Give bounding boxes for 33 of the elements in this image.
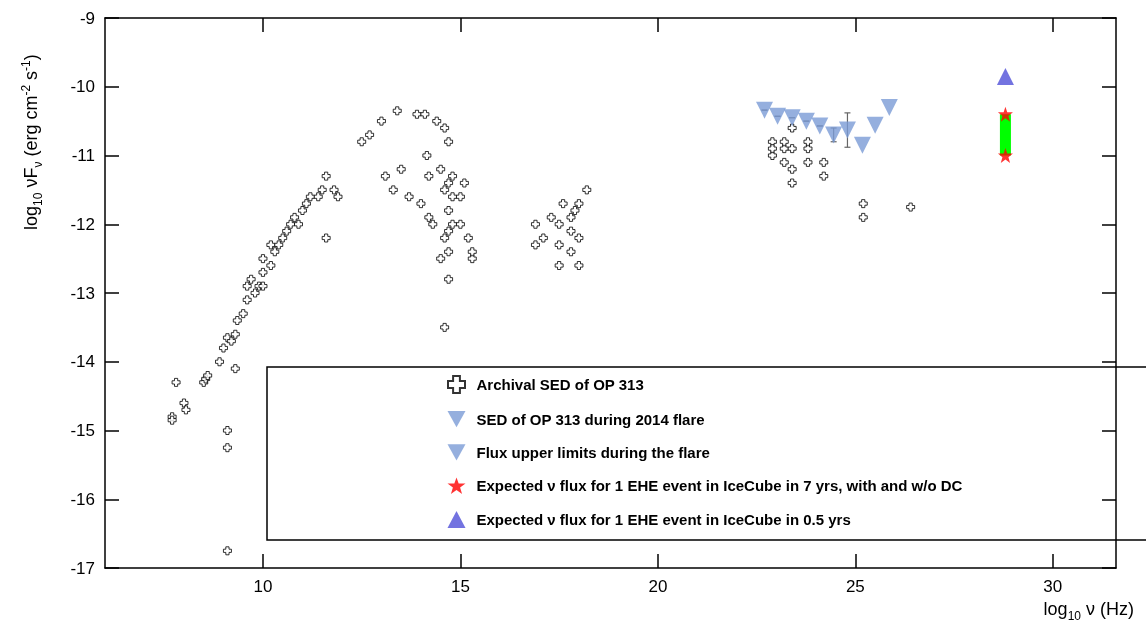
point (769, 107, 787, 125)
point (783, 109, 801, 127)
point (853, 136, 871, 154)
y-tick-label: -13 (70, 283, 95, 303)
y-tick-label: -12 (70, 214, 95, 234)
x-tick-label: 25 (845, 577, 865, 596)
x-tick-label: 10 (253, 577, 273, 596)
point (825, 126, 843, 144)
point (866, 116, 884, 134)
legend-label: Expected ν flux for 1 EHE event in IceCube in 7 yrs, with and w/o DC (476, 477, 963, 495)
point (838, 121, 856, 139)
point (996, 67, 1014, 85)
legend-label: SED of OP 313 during 2014 flare (476, 410, 705, 428)
y-tick-label: -17 (70, 558, 95, 578)
point (997, 148, 1013, 163)
y-tick-label: -9 (79, 8, 95, 28)
point (797, 112, 815, 130)
x-tick-label: 20 (648, 577, 668, 596)
point (811, 117, 829, 135)
legend-label: Expected ν flux for 1 EHE event in IceCube in 0.5 yrs (476, 510, 851, 528)
point (997, 106, 1013, 122)
y-tick-label: -11 (71, 146, 95, 165)
y-tick-label: -10 (70, 77, 95, 97)
legend-label: Flux upper limits during the flare (476, 443, 710, 461)
x-tick-label: 30 (1043, 577, 1063, 596)
x-tick-label: 15 (450, 577, 470, 596)
point (880, 98, 898, 116)
legend-label: Archival SED of OP 313 (476, 376, 644, 393)
x-axis-title: log$_{10}$ ν (Hz) (1043, 599, 1134, 623)
y-tick-label: -15 (70, 421, 95, 440)
y-tick-label: -16 (70, 489, 95, 509)
y-tick-label: -14 (70, 352, 95, 372)
point (756, 101, 774, 119)
